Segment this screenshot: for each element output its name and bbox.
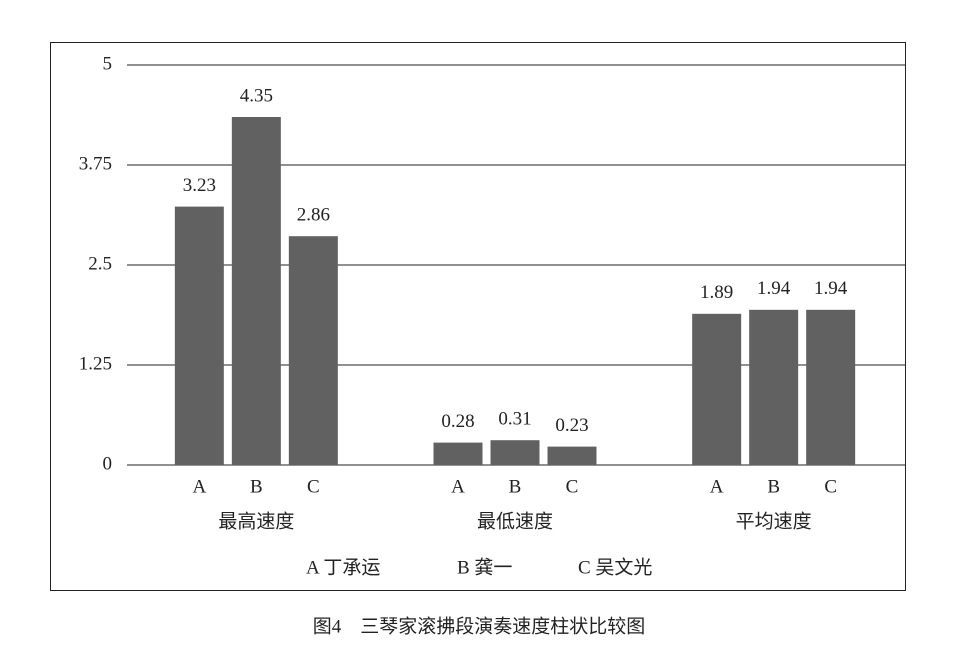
value-label: 3.23	[183, 175, 216, 196]
y-tick-label: 0	[103, 453, 113, 474]
bar	[231, 117, 281, 465]
y-tick-label: 2.5	[88, 253, 112, 274]
x-tick-label: 平均速度	[736, 510, 812, 532]
bar	[547, 446, 597, 465]
bar	[433, 442, 483, 465]
bar-label: C	[566, 476, 579, 497]
value-label: 2.86	[297, 205, 330, 226]
value-label: 0.31	[498, 409, 531, 430]
bar	[806, 309, 856, 465]
bar	[174, 206, 224, 465]
bar	[288, 236, 338, 465]
chart-frame	[50, 42, 906, 591]
bar	[692, 313, 742, 465]
value-label: 0.28	[441, 411, 474, 432]
legend-label: B 龚一	[457, 556, 512, 578]
bar-label: B	[250, 476, 263, 497]
x-tick-label: 最低速度	[477, 510, 553, 532]
bar-label: C	[824, 476, 837, 497]
value-label: 1.89	[700, 282, 733, 303]
value-label: 4.35	[240, 85, 273, 106]
legend-label: C 吴文光	[578, 556, 652, 578]
y-tick-label: 3.75	[79, 153, 112, 174]
bar-label: B	[767, 476, 780, 497]
y-tick-label: 1.25	[79, 353, 112, 374]
chart-title: 图4 三琴家滚拂段演奏速度柱状比较图	[313, 615, 646, 637]
value-label: 1.94	[757, 278, 791, 299]
value-label: 1.94	[814, 278, 848, 299]
bar	[749, 309, 799, 465]
y-tick-label: 5	[103, 53, 113, 74]
legend-label: A 丁承运	[306, 556, 380, 578]
bar-label: C	[307, 476, 320, 497]
value-label: 0.23	[555, 415, 588, 436]
bar-label: A	[710, 476, 724, 497]
bar-label: B	[509, 476, 522, 497]
x-tick-label: 最高速度	[218, 510, 294, 532]
bar-label: A	[451, 476, 465, 497]
bar	[490, 440, 540, 465]
bar-label: A	[192, 476, 206, 497]
